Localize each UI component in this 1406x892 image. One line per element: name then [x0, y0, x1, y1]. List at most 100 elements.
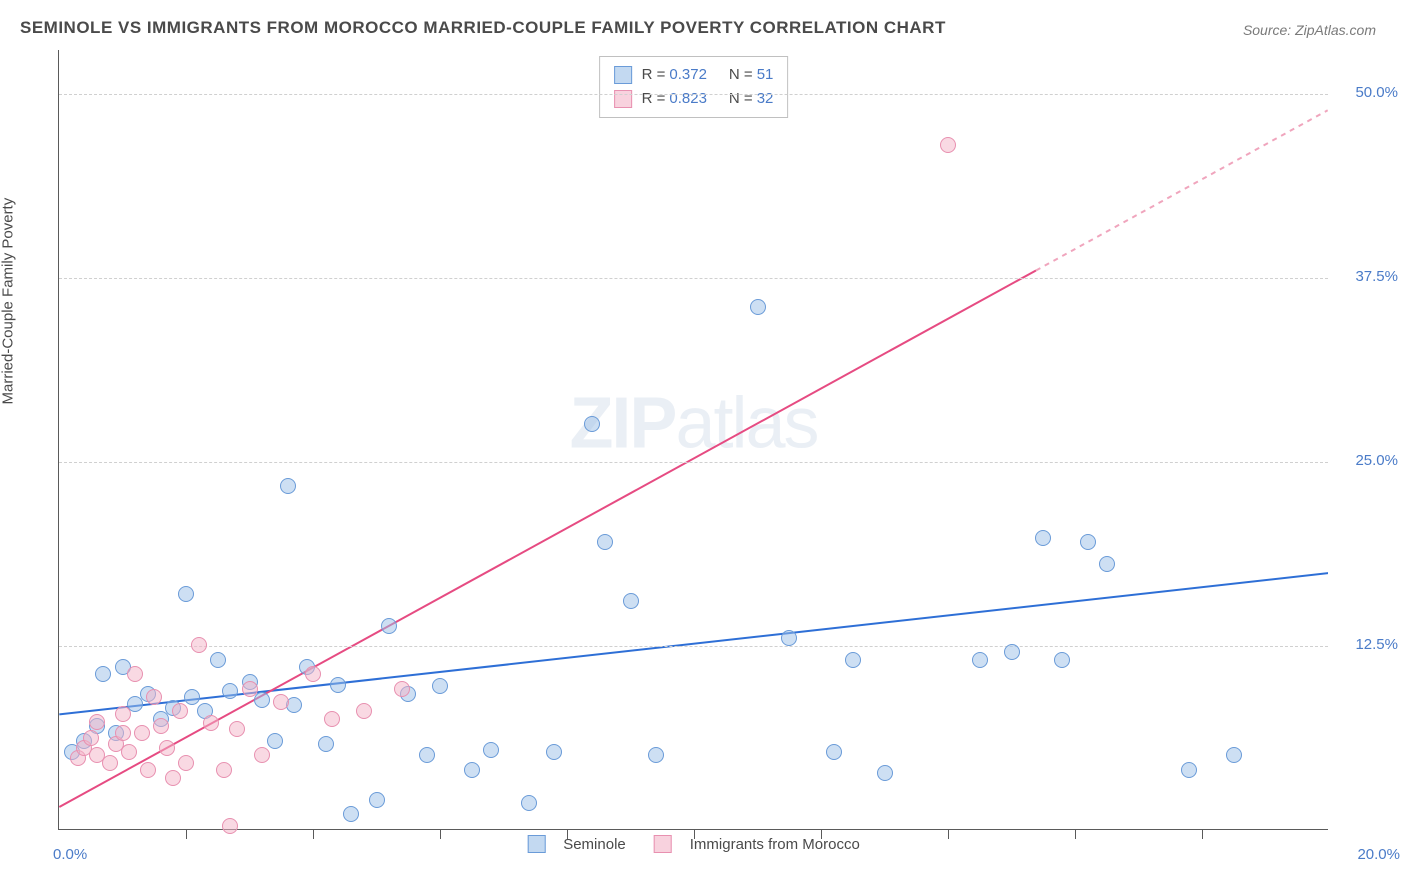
data-point — [1099, 556, 1115, 572]
data-point — [254, 692, 270, 708]
y-axis-label: Married-Couple Family Poverty — [0, 198, 17, 405]
data-point — [521, 795, 537, 811]
data-point — [750, 299, 766, 315]
data-point — [1004, 644, 1020, 660]
legend-row: R = 0.372 N = 51 — [614, 63, 774, 87]
data-point — [102, 755, 118, 771]
data-point — [546, 744, 562, 760]
n-label: N = — [729, 87, 753, 111]
data-point — [216, 762, 232, 778]
gridline — [59, 94, 1328, 95]
data-point — [419, 747, 435, 763]
data-point — [280, 478, 296, 494]
data-point — [1080, 534, 1096, 550]
legend-swatch — [614, 66, 632, 84]
x-max-label: 20.0% — [1357, 846, 1400, 863]
gridline — [59, 646, 1328, 647]
data-point — [95, 666, 111, 682]
data-point — [330, 677, 346, 693]
gridline — [59, 462, 1328, 463]
data-point — [826, 744, 842, 760]
data-point — [89, 714, 105, 730]
watermark: ZIPatlas — [569, 382, 817, 464]
data-point — [83, 730, 99, 746]
y-tick-label: 25.0% — [1338, 452, 1398, 469]
watermark-light: atlas — [675, 383, 817, 463]
data-point — [127, 666, 143, 682]
data-point — [267, 733, 283, 749]
data-point — [845, 652, 861, 668]
data-point — [1181, 762, 1197, 778]
data-point — [381, 618, 397, 634]
legend-swatch — [527, 835, 545, 853]
x-tick — [948, 829, 949, 839]
legend-swatch — [614, 90, 632, 108]
data-point — [432, 678, 448, 694]
r-value: 0.823 — [669, 87, 707, 111]
data-point — [115, 725, 131, 741]
x-tick — [1202, 829, 1203, 839]
data-point — [134, 725, 150, 741]
series-label: Seminole — [563, 836, 626, 853]
y-tick-label: 37.5% — [1338, 268, 1398, 285]
data-point — [781, 630, 797, 646]
gridline — [59, 278, 1328, 279]
plot-area: ZIPatlas R = 0.372N = 51R = 0.823N = 32 … — [58, 50, 1328, 830]
data-point — [623, 593, 639, 609]
data-point — [940, 137, 956, 153]
series-label: Immigrants from Morocco — [690, 836, 860, 853]
data-point — [121, 744, 137, 760]
trend-lines-svg — [59, 50, 1328, 829]
data-point — [165, 770, 181, 786]
data-point — [140, 762, 156, 778]
n-label: N = — [729, 63, 753, 87]
x-min-label: 0.0% — [53, 846, 87, 863]
x-tick — [440, 829, 441, 839]
data-point — [369, 792, 385, 808]
x-tick — [821, 829, 822, 839]
data-point — [584, 416, 600, 432]
correlation-legend: R = 0.372 N = 51 R = 0.823 N = 32 — [599, 56, 789, 118]
data-point — [1226, 747, 1242, 763]
data-point — [464, 762, 480, 778]
data-point — [229, 721, 245, 737]
data-point — [178, 586, 194, 602]
x-tick — [186, 829, 187, 839]
data-point — [159, 740, 175, 756]
data-point — [172, 703, 188, 719]
data-point — [153, 718, 169, 734]
data-point — [191, 637, 207, 653]
data-point — [184, 689, 200, 705]
chart-title: SEMINOLE VS IMMIGRANTS FROM MOROCCO MARR… — [20, 18, 946, 38]
data-point — [394, 681, 410, 697]
data-point — [254, 747, 270, 763]
r-label: R = — [642, 63, 666, 87]
trend-line — [1036, 110, 1328, 270]
n-value: 51 — [757, 63, 774, 87]
data-point — [972, 652, 988, 668]
data-point — [877, 765, 893, 781]
series-legend-item: Seminole — [527, 835, 626, 853]
data-point — [356, 703, 372, 719]
x-tick — [313, 829, 314, 839]
n-value: 32 — [757, 87, 774, 111]
data-point — [242, 681, 258, 697]
data-point — [1035, 530, 1051, 546]
x-tick — [567, 829, 568, 839]
r-value: 0.372 — [669, 63, 707, 87]
x-tick — [694, 829, 695, 839]
legend-row: R = 0.823 N = 32 — [614, 87, 774, 111]
data-point — [1054, 652, 1070, 668]
data-point — [324, 711, 340, 727]
data-point — [210, 652, 226, 668]
data-point — [178, 755, 194, 771]
data-point — [222, 683, 238, 699]
data-point — [273, 694, 289, 710]
x-tick — [1075, 829, 1076, 839]
data-point — [146, 689, 162, 705]
data-point — [597, 534, 613, 550]
r-label: R = — [642, 87, 666, 111]
data-point — [222, 818, 238, 834]
data-point — [203, 715, 219, 731]
series-legend-item: Immigrants from Morocco — [654, 835, 860, 853]
